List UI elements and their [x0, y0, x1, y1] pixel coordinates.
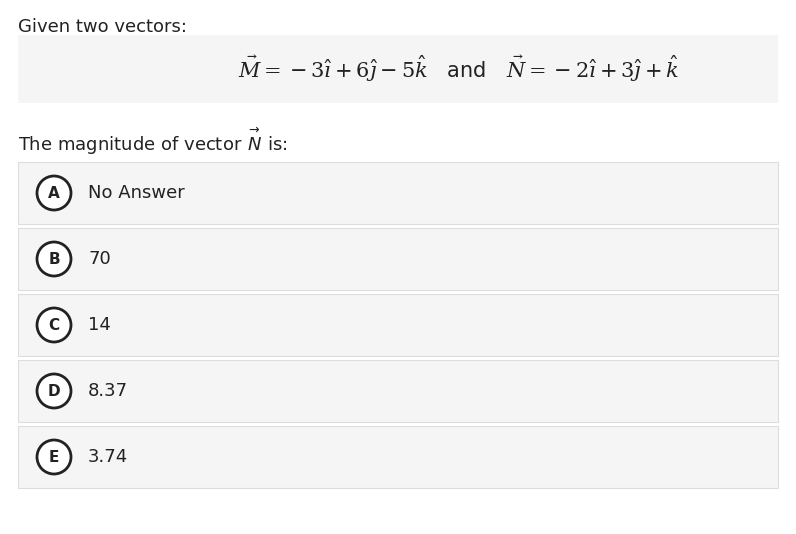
- FancyBboxPatch shape: [18, 162, 778, 224]
- Text: E: E: [49, 450, 59, 465]
- Text: D: D: [48, 383, 60, 398]
- FancyBboxPatch shape: [18, 228, 778, 290]
- Circle shape: [37, 176, 71, 210]
- Circle shape: [37, 242, 71, 276]
- FancyBboxPatch shape: [18, 426, 778, 488]
- Text: 3.74: 3.74: [88, 448, 128, 466]
- Text: 14: 14: [88, 316, 111, 334]
- Text: 70: 70: [88, 250, 111, 268]
- FancyBboxPatch shape: [18, 35, 778, 103]
- Text: A: A: [48, 185, 60, 200]
- FancyBboxPatch shape: [18, 294, 778, 356]
- Text: B: B: [49, 252, 60, 266]
- Text: The magnitude of vector $\overset{\rightarrow}{N}$ is:: The magnitude of vector $\overset{\right…: [18, 125, 287, 157]
- Text: Given two vectors:: Given two vectors:: [18, 18, 187, 36]
- Text: 8.37: 8.37: [88, 382, 128, 400]
- Circle shape: [37, 308, 71, 342]
- Circle shape: [37, 440, 71, 474]
- Text: No Answer: No Answer: [88, 184, 185, 202]
- Text: $\vec{M} = -3\hat{\imath} + 6\hat{\jmath} - 5\hat{k}$   and   $\vec{N} = -2\hat{: $\vec{M} = -3\hat{\imath} + 6\hat{\jmath…: [238, 54, 679, 84]
- Text: C: C: [49, 318, 60, 333]
- Circle shape: [37, 374, 71, 408]
- FancyBboxPatch shape: [18, 360, 778, 422]
